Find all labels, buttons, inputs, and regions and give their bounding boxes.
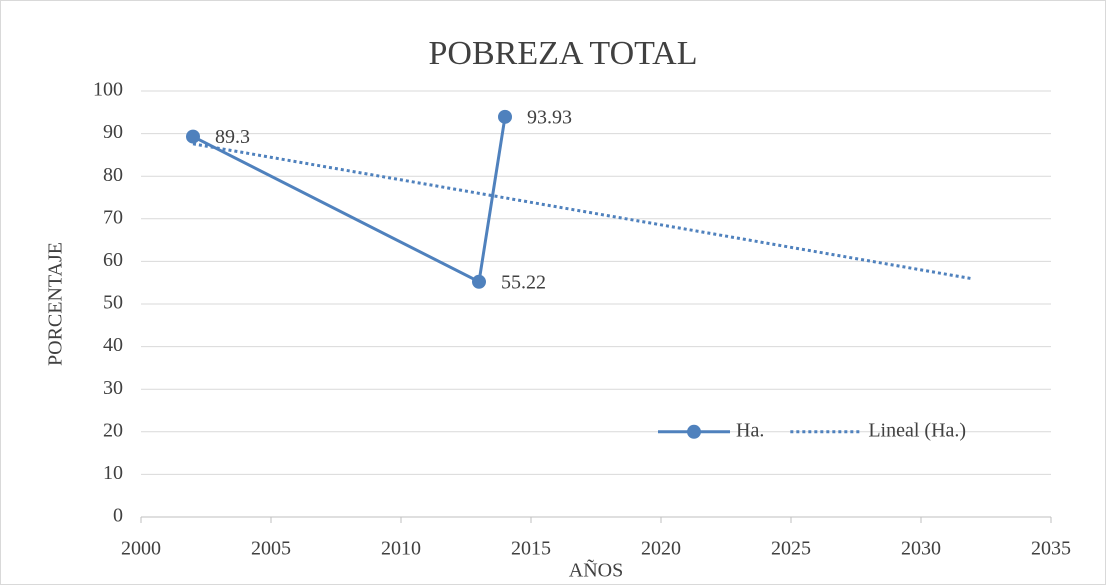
y-tick-label: 10 <box>103 462 123 484</box>
x-tick-label: 2000 <box>121 538 161 560</box>
x-tick-label: 2030 <box>901 538 941 560</box>
legend-label: Lineal (Ha.) <box>868 419 966 441</box>
y-tick-label: 40 <box>103 334 123 356</box>
x-tick-label: 2020 <box>641 538 681 560</box>
data-point <box>472 274 486 289</box>
data-label: 89.3 <box>215 126 250 148</box>
y-tick-label: 100 <box>93 79 123 101</box>
y-tick-label: 90 <box>103 121 123 143</box>
data-point <box>186 129 200 144</box>
x-tick-label: 2010 <box>381 538 421 560</box>
y-tick-label: 20 <box>103 419 123 441</box>
y-tick-label: 0 <box>113 505 123 527</box>
y-tick-label: 70 <box>103 206 123 228</box>
x-tick-label: 2005 <box>251 538 291 560</box>
legend-marker <box>687 424 701 439</box>
data-label: 93.93 <box>527 106 572 128</box>
y-tick-label: 50 <box>103 292 123 314</box>
y-tick-label: 30 <box>103 377 123 399</box>
x-tick-label: 2025 <box>771 538 811 560</box>
x-tick-label: 2015 <box>511 538 551 560</box>
x-axis-label: AÑOS <box>569 558 623 582</box>
chart-title: POBREZA TOTAL <box>429 35 698 72</box>
data-point <box>498 109 512 124</box>
x-tick-label: 2035 <box>1031 538 1071 560</box>
y-tick-label: 60 <box>103 249 123 271</box>
y-axis-label: PORCENTAJE <box>45 242 67 366</box>
data-label: 55.22 <box>501 271 546 293</box>
y-tick-label: 80 <box>103 164 123 186</box>
legend-label: Ha. <box>736 419 764 441</box>
